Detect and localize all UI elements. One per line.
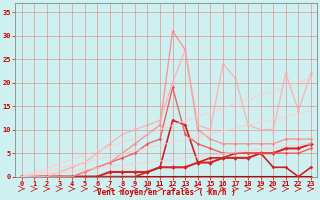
X-axis label: Vent moyen/en rafales ( km/h ): Vent moyen/en rafales ( km/h )	[97, 188, 236, 197]
